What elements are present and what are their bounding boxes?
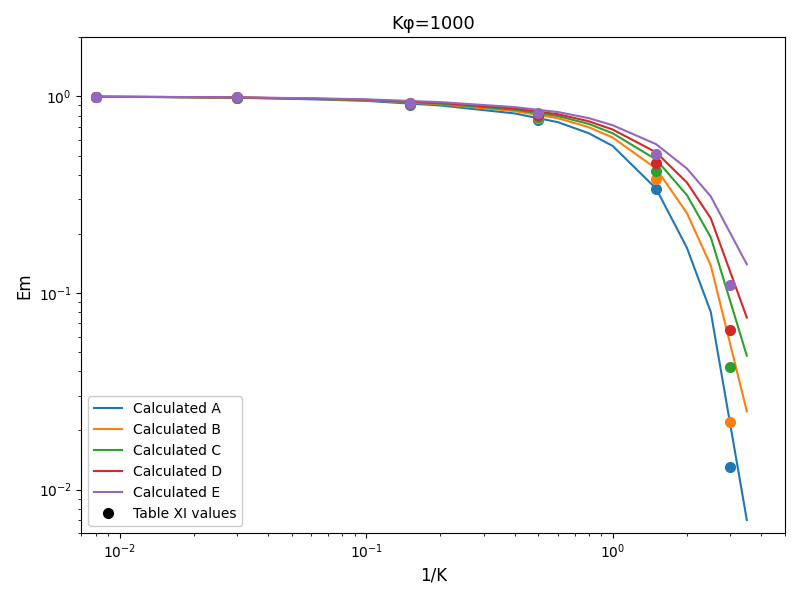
Calculated A [306, 95, 316, 103]
Calculated C [651, 156, 661, 163]
Calculated B [306, 95, 316, 103]
Calculated B [510, 107, 519, 115]
Line: Calculated E: Calculated E [96, 97, 747, 264]
Calculated D [306, 95, 316, 102]
Calculated E [651, 140, 661, 148]
Calculated C [158, 94, 168, 101]
Calculated B [362, 97, 371, 104]
Calculated D [682, 179, 692, 186]
Calculated E [510, 104, 519, 111]
Calculated D [158, 94, 168, 101]
Calculated B [742, 408, 752, 415]
Calculated D [362, 96, 371, 103]
Calculated B [651, 165, 661, 172]
Calculated A [233, 94, 242, 101]
Y-axis label: Em: Em [15, 272, 33, 299]
Calculated D [435, 99, 445, 106]
Calculated C [608, 130, 618, 137]
Calculated C [510, 106, 519, 113]
Calculated D [233, 94, 242, 101]
Calculated D [553, 110, 562, 118]
Calculated E [362, 96, 371, 103]
Calculated A [362, 97, 371, 104]
Calculated A [706, 308, 715, 316]
Calculated A [158, 94, 168, 101]
X-axis label: 1/K: 1/K [420, 567, 446, 585]
Calculated B [553, 115, 562, 122]
Calculated C [682, 191, 692, 199]
Calculated D [584, 118, 594, 125]
Calculated B [158, 94, 168, 101]
Calculated E [91, 93, 101, 100]
Calculated C [435, 100, 445, 107]
Calculated A [510, 110, 519, 117]
Calculated C [306, 95, 316, 103]
Calculated E [584, 115, 594, 122]
Calculated A [584, 130, 594, 137]
Calculated E [435, 98, 445, 106]
Calculated B [608, 134, 618, 141]
Calculated A [651, 185, 661, 192]
Calculated D [706, 215, 715, 222]
Line: Calculated C: Calculated C [96, 97, 747, 356]
Calculated B [91, 93, 101, 100]
Calculated D [651, 149, 661, 156]
Calculated E [742, 260, 752, 268]
Line: Calculated B: Calculated B [96, 97, 747, 412]
Calculated B [706, 262, 715, 269]
Calculated B [682, 209, 692, 217]
Calculated D [91, 93, 101, 100]
Calculated B [584, 124, 594, 131]
Calculated A [682, 244, 692, 251]
Calculated C [233, 94, 242, 101]
Line: Calculated D: Calculated D [96, 97, 747, 317]
Calculated E [233, 94, 242, 101]
Calculated B [233, 94, 242, 101]
Calculated A [608, 142, 618, 149]
Calculated D [510, 105, 519, 112]
Title: Kφ=1000: Kφ=1000 [391, 15, 475, 33]
Calculated B [435, 101, 445, 108]
Calculated A [553, 119, 562, 126]
Calculated A [91, 93, 101, 100]
Calculated A [435, 102, 445, 109]
Legend: Calculated A, Calculated B, Calculated C, Calculated D, Calculated E, Table XI v: Calculated A, Calculated B, Calculated C… [89, 397, 242, 526]
Calculated D [608, 126, 618, 133]
Calculated E [608, 122, 618, 129]
Calculated D [742, 314, 752, 321]
Calculated C [742, 352, 752, 359]
Calculated C [706, 234, 715, 241]
Calculated E [306, 95, 316, 102]
Calculated E [706, 193, 715, 200]
Calculated E [158, 94, 168, 101]
Calculated A [742, 517, 752, 524]
Calculated C [91, 93, 101, 100]
Calculated C [584, 121, 594, 128]
Calculated E [682, 165, 692, 172]
Calculated C [553, 112, 562, 119]
Calculated C [362, 97, 371, 104]
Line: Calculated A: Calculated A [96, 97, 747, 520]
Calculated E [553, 109, 562, 116]
